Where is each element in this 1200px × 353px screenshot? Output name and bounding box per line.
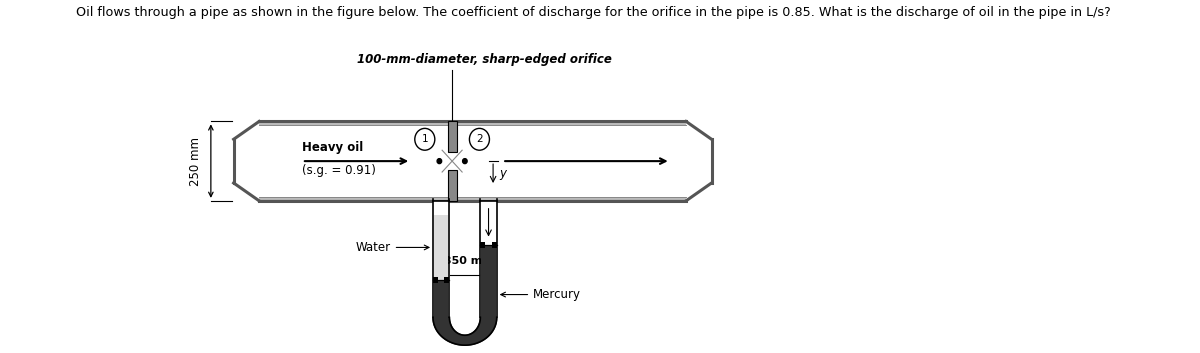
Text: (s.g. = 0.91): (s.g. = 0.91) [302,163,376,176]
Circle shape [462,158,467,163]
Bar [259,121,686,125]
Text: 250 mm: 250 mm [188,137,202,186]
Bar [444,277,449,283]
Bar [433,201,449,317]
Bar [433,277,438,283]
Bar [480,243,485,249]
Polygon shape [234,121,259,201]
Bar [259,121,712,201]
Text: Mercury: Mercury [500,288,581,301]
Bar [259,197,686,201]
Text: Water: Water [355,241,428,254]
Text: 100-mm-diameter, sharp-edged orifice: 100-mm-diameter, sharp-edged orifice [356,53,612,66]
Bar [448,170,457,201]
Bar [434,215,449,280]
Bar [481,245,496,317]
Text: y: y [499,167,506,180]
Circle shape [469,128,490,150]
Polygon shape [433,317,497,345]
Polygon shape [686,121,712,201]
Bar [434,280,449,317]
Text: 2: 2 [476,134,482,144]
Bar [448,121,457,152]
Text: Oil flows through a pipe as shown in the figure below. The coefficient of discha: Oil flows through a pipe as shown in the… [76,6,1111,19]
Circle shape [437,158,442,163]
Circle shape [415,128,434,150]
Text: 350 mm: 350 mm [444,256,493,266]
Bar [480,201,497,317]
Text: Heavy oil: Heavy oil [302,141,364,154]
Bar [492,243,497,249]
Text: 1: 1 [421,134,428,144]
